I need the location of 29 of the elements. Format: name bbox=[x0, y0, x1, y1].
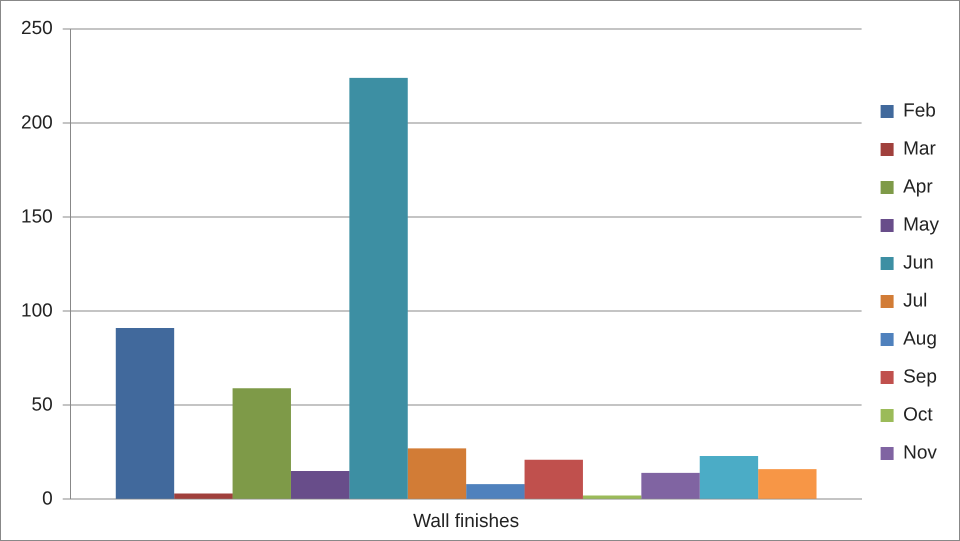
bar bbox=[700, 456, 758, 499]
legend-label: Mar bbox=[903, 138, 936, 160]
bar bbox=[116, 328, 174, 499]
bar bbox=[758, 469, 817, 499]
bar bbox=[466, 484, 525, 499]
y-tick-label: 250 bbox=[21, 18, 53, 40]
bar bbox=[524, 460, 583, 499]
legend-label: May bbox=[903, 214, 940, 236]
legend-label: Jun bbox=[903, 252, 934, 274]
y-tick-label: 200 bbox=[21, 112, 53, 134]
x-tick-label: Wall finishes bbox=[413, 510, 520, 532]
bar bbox=[174, 494, 233, 499]
y-tick-label: 150 bbox=[21, 206, 53, 228]
y-tick-label: 0 bbox=[42, 488, 53, 510]
legend-label: Sep bbox=[903, 366, 937, 388]
legend-label: Feb bbox=[903, 100, 936, 122]
y-tick-label: 50 bbox=[32, 394, 53, 416]
bar bbox=[290, 470, 350, 499]
legend-label: Nov bbox=[903, 442, 938, 464]
bar bbox=[408, 448, 466, 499]
bar bbox=[232, 388, 291, 499]
legend-label: Jul bbox=[903, 290, 928, 312]
legend-label: Apr bbox=[903, 176, 934, 198]
bar bbox=[641, 472, 700, 499]
legend-label: Aug bbox=[903, 328, 937, 350]
bar bbox=[582, 495, 642, 499]
bar bbox=[349, 78, 408, 499]
y-tick-label: 100 bbox=[21, 300, 53, 322]
legend-label: Oct bbox=[903, 404, 934, 426]
